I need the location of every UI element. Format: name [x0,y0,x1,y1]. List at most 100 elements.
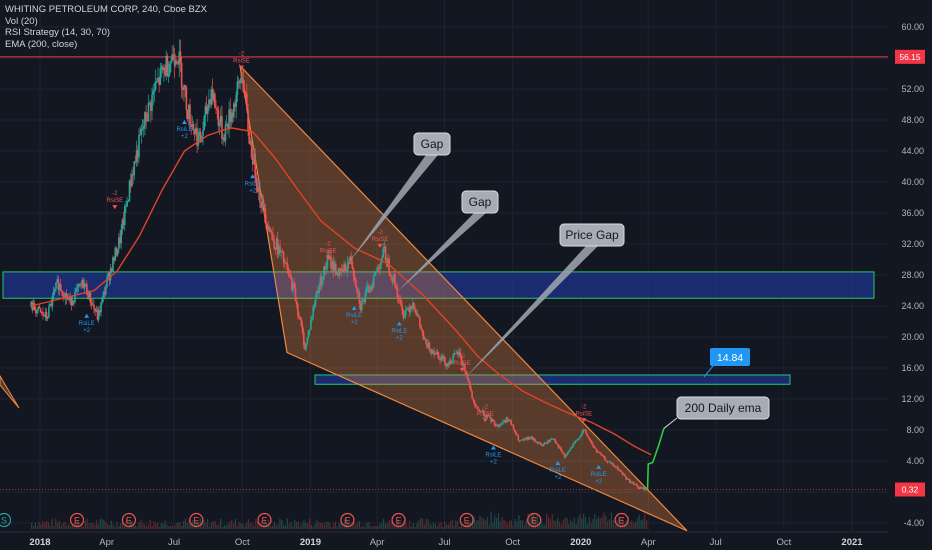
candle-body [129,180,132,187]
target-tag-box[interactable] [710,348,750,366]
candle-body [169,63,171,75]
candle-body [224,124,227,141]
target-zone[interactable] [314,374,791,385]
earnings-marker[interactable] [121,512,137,528]
earnings-marker[interactable] [459,512,474,528]
candle-body [46,317,49,319]
candle-body [555,441,558,444]
candle-body [186,109,189,120]
price-gap-callout-box[interactable] [559,223,625,247]
candle-body [615,466,618,468]
projection-line[interactable] [646,428,665,490]
candle-body [107,272,109,278]
legend-volume[interactable]: Vol (20) [5,15,38,27]
candle-body [535,441,537,443]
volume-bar [92,522,94,529]
candle-body [90,302,93,305]
volume-bar [145,526,148,529]
event-markers[interactable]: E E E E E E E E ES [0,512,629,528]
callout-annotations[interactable]: Gap Gap Price Gap 200 Daily ema 14.84 [349,132,770,429]
time-tick-label: Jul [168,537,180,548]
candle-body [119,237,121,244]
earnings-marker[interactable] [69,512,85,528]
volume-bar [416,523,418,529]
volume-bar [371,526,374,529]
candle-body [37,306,40,311]
candle-body [393,274,395,283]
time-tick-label: Apr [641,537,656,548]
candle-body [594,447,597,449]
gap-callout-2-box[interactable] [461,190,499,214]
volume-bar [175,523,177,529]
candle-body [72,300,75,303]
candle-body [139,134,141,136]
volume-bar [514,519,516,529]
horizontal-lines[interactable] [0,56,888,490]
candle-body [636,484,638,486]
candle-body [227,123,229,130]
candle-body [125,206,127,208]
candle-body [397,297,400,300]
earnings-marker[interactable] [527,512,542,528]
legend-ema[interactable]: EMA (200, close) [5,38,78,50]
time-axis[interactable]: 2018 Apr Jul Oct 2019 Apr Jul Oct 2020 Apr Jul Oct 2… [0,531,888,548]
candle-body [174,61,177,66]
resistance-price-tag[interactable] [895,49,925,64]
volume-bar [318,522,320,529]
gap-callout-1-box[interactable] [413,132,451,156]
candle-body [217,110,220,126]
volume-bar [112,524,114,529]
target-tag-pointer [703,365,714,378]
candle-body [170,60,172,64]
short-arrow-icon [459,367,465,372]
ema-note-box[interactable] [676,396,770,420]
candle-body [484,415,486,417]
last-price-tag[interactable] [895,482,925,497]
candle-body [518,440,521,442]
long-signal-qty: +2 [554,475,562,481]
candle-body [621,472,624,475]
ema-note-pointer [663,417,678,429]
wedge-pattern[interactable] [0,63,688,532]
candle-body [317,290,319,294]
volume-bar [294,519,296,529]
volume-bar [284,525,287,529]
falling-wedge[interactable] [239,63,688,532]
candle-body [623,474,625,476]
candle-body [230,112,233,122]
price-axis[interactable]: 60.00 52.00 48.00 44.00 40.00 36.00 32.00 28.00… [888,0,932,550]
earnings-marker[interactable] [340,512,355,528]
volume-bar [633,522,635,529]
time-tick-label: Oct [235,537,250,548]
candle-body [121,219,124,230]
earnings-marker[interactable] [614,512,629,528]
volume-bar [420,518,422,529]
volume-bar [79,525,81,529]
time-tick-label: 2021 [841,537,863,548]
volume-bar [295,522,298,529]
volume-bar [575,524,577,529]
volume-bar [646,520,648,529]
candle-body [67,298,69,300]
candle-body [566,453,568,456]
candle-body [248,129,251,144]
candle-body [218,123,221,126]
volume-bar [384,523,387,529]
candle-body [147,103,150,122]
earnings-marker[interactable] [189,512,204,528]
volume-bar [168,526,170,529]
legend-title[interactable]: WHITING PETROLEUM CORP, 240, Cboe BZX [5,4,208,15]
legend-strategy[interactable]: RSI Strategy (14, 30, 70) [5,27,111,38]
short-signal-label: RsiSE [477,411,494,417]
volume-bar [62,522,64,529]
volume-bar [553,520,555,529]
earnings-marker[interactable] [391,512,406,528]
candle-body [452,355,454,363]
candle-body [314,297,317,306]
projection-line[interactable] [646,428,665,490]
candle-body [134,161,137,162]
split-marker[interactable] [0,512,12,528]
candle-body [178,51,181,65]
earnings-marker[interactable] [257,512,272,528]
